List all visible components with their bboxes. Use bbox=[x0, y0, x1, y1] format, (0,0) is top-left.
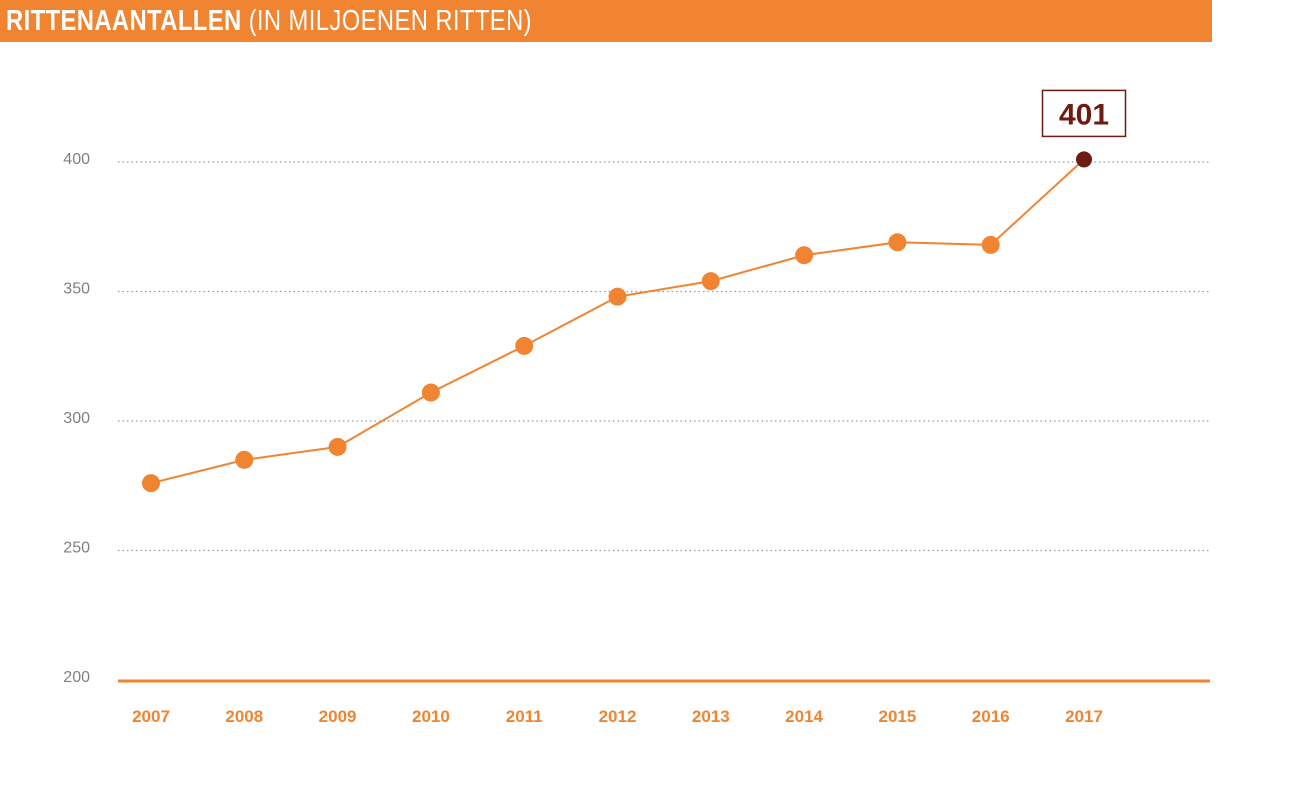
series-line-path bbox=[150, 158, 1085, 485]
x-axis-ticks: 2007 2008 2009 2010 2011 2012 2013 2014 2015 2016… bbox=[132, 707, 1103, 726]
chart-title-bar: RITTENAANTALLEN (IN MILJOENEN RITTEN) bbox=[0, 0, 1212, 42]
annotations: 401 bbox=[1041, 89, 1127, 138]
gridlines bbox=[118, 161, 1210, 683]
y-tick-label: 200 bbox=[63, 669, 90, 686]
x-tick-label: 2011 bbox=[506, 707, 543, 726]
data-point-2017 bbox=[1076, 151, 1092, 168]
series-points bbox=[142, 151, 1092, 493]
x-tick-label: 2010 bbox=[412, 707, 450, 726]
x-tick-label: 2013 bbox=[692, 707, 730, 726]
data-point-2010 bbox=[421, 383, 440, 402]
data-point-2009 bbox=[328, 437, 347, 456]
data-point-2007 bbox=[142, 474, 160, 493]
data-point-2011 bbox=[515, 336, 534, 355]
data-point-2012 bbox=[608, 287, 627, 306]
annotation-box bbox=[1041, 89, 1127, 138]
data-point-2016 bbox=[981, 235, 1000, 254]
x-tick-label: 2017 bbox=[1065, 707, 1103, 726]
annotation-label: 401 bbox=[1059, 98, 1109, 131]
x-tick-label: 2009 bbox=[319, 707, 357, 726]
data-point-2015 bbox=[888, 233, 907, 252]
data-point-2008 bbox=[235, 450, 254, 469]
y-tick-label: 400 bbox=[63, 151, 90, 168]
y-axis-ticks: 200 250 300 350 400 bbox=[63, 151, 90, 686]
x-tick-label: 2012 bbox=[599, 707, 637, 726]
series-line bbox=[150, 158, 1085, 485]
chart-title: RITTENAANTALLEN (IN MILJOENEN RITTEN) bbox=[6, 0, 532, 42]
x-tick-label: 2008 bbox=[225, 707, 263, 726]
y-tick-label: 300 bbox=[63, 410, 90, 427]
x-tick-label: 2007 bbox=[132, 707, 170, 726]
x-tick-label: 2014 bbox=[785, 707, 823, 726]
x-tick-label: 2015 bbox=[878, 707, 916, 726]
y-tick-label: 250 bbox=[63, 540, 90, 557]
data-point-2014 bbox=[795, 246, 814, 265]
data-point-2013 bbox=[701, 272, 720, 291]
x-tick-label: 2016 bbox=[972, 707, 1010, 726]
y-tick-label: 350 bbox=[63, 281, 90, 298]
chart-title-main: RITTENAANTALLEN bbox=[6, 5, 242, 37]
chart-title-unit: (IN MILJOENEN RITTEN) bbox=[241, 5, 532, 37]
